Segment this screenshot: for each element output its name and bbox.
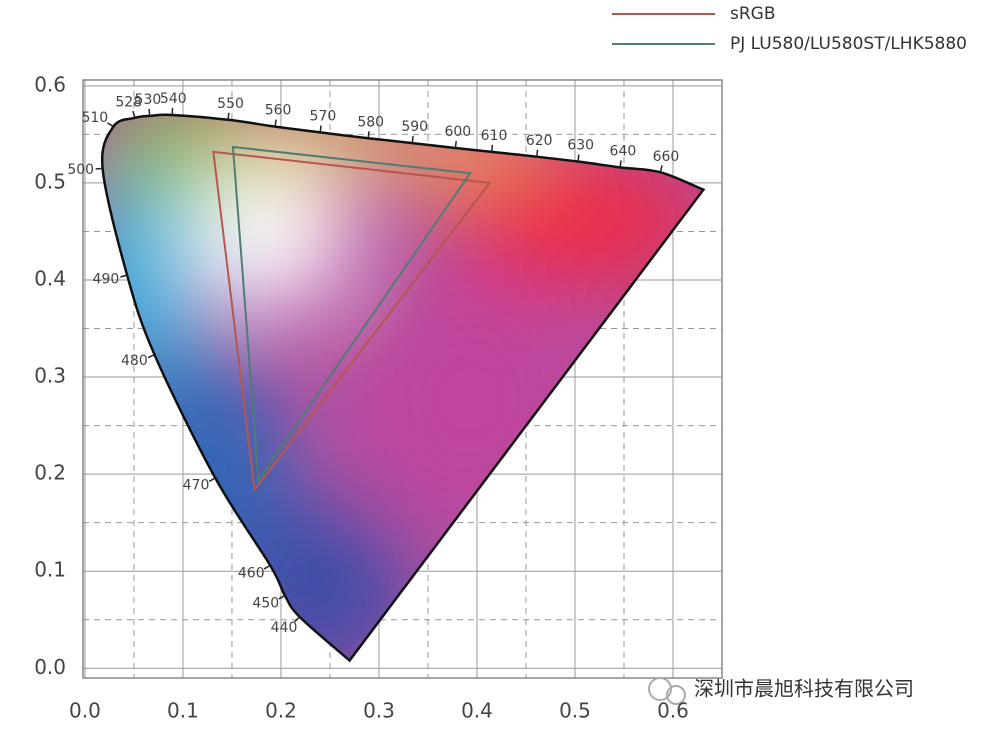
wavelength-label: 610 <box>481 128 508 144</box>
wavelength-label: 510 <box>81 110 108 126</box>
wavelength-tick <box>278 594 286 600</box>
gamut-triangle <box>212 150 492 493</box>
wavelength-label: 630 <box>567 138 594 154</box>
wavelength-tick <box>274 119 277 127</box>
x-tick-label: 0.5 <box>559 699 591 723</box>
gamut-triangle <box>231 145 472 483</box>
wavelength-tick <box>454 140 457 149</box>
wavelength-tick <box>619 160 622 168</box>
wavelength-label: 490 <box>93 271 120 287</box>
wavelength-tick <box>147 354 155 359</box>
wavelength-tick <box>577 154 580 162</box>
watermark-text: 深圳市晨旭科技有限公司 <box>694 677 914 701</box>
y-tick-label: 0.2 <box>34 461 66 485</box>
y-tick-label: 0.4 <box>34 266 66 290</box>
wavelength-tick <box>95 167 103 170</box>
x-tick-label: 0.6 <box>657 699 689 723</box>
wavelength-tick <box>120 274 128 278</box>
x-tick-label: 0.0 <box>69 699 101 723</box>
wavelength-label: 580 <box>357 114 384 130</box>
x-tick-label: 0.4 <box>461 699 493 723</box>
wavelength-label: 640 <box>610 144 637 160</box>
wavelength-tick <box>208 477 216 483</box>
watermark: 深圳市晨旭科技有限公司 <box>648 677 914 705</box>
y-tick-label: 0.6 <box>34 72 66 96</box>
wavelength-label: 450 <box>252 595 279 611</box>
wavelength-label: 530 <box>135 92 162 108</box>
gamut-fill <box>102 114 704 661</box>
wavelength-tick <box>490 144 494 152</box>
wavelength-label: 440 <box>271 620 298 636</box>
y-tick-label: 0.1 <box>34 558 66 582</box>
wavelength-label: 550 <box>217 96 244 112</box>
wavelength-label: 528 <box>115 95 142 111</box>
wavelength-label: 660 <box>653 149 680 165</box>
wavelength-label: 570 <box>310 109 337 125</box>
x-tick-label: 0.3 <box>363 699 395 723</box>
legend-label: PJ LU580/LU580ST/LHK5880 <box>730 34 967 54</box>
plot-frame <box>82 79 723 679</box>
wavelength-tick <box>319 125 322 133</box>
wavelength-tick <box>367 131 370 139</box>
wavelength-label: 460 <box>238 566 265 582</box>
wavelength-tick <box>294 616 301 623</box>
x-tick-label: 0.1 <box>167 699 199 723</box>
wavelength-tick <box>411 136 414 144</box>
wavelength-tick <box>132 110 136 119</box>
wavelength-label: 600 <box>444 124 471 140</box>
wavelength-label: 470 <box>183 478 210 494</box>
wavelength-label: 540 <box>160 91 187 107</box>
y-tick-label: 0.5 <box>34 169 66 193</box>
wavelength-tick <box>148 108 151 116</box>
wavelength-label: 620 <box>526 133 553 149</box>
wavelength-tick <box>263 564 271 570</box>
wavelength-tick <box>659 165 663 173</box>
wavelength-label: 560 <box>265 103 292 119</box>
wavelength-label: 500 <box>67 162 94 178</box>
legend-label: sRGB <box>730 4 776 24</box>
wavelength-tick <box>536 149 539 157</box>
wavelength-label: 590 <box>401 119 428 135</box>
y-tick-label: 0.0 <box>34 655 66 679</box>
wavelength-tick <box>227 112 230 120</box>
wavelength-tick <box>107 122 114 128</box>
wavelength-label: 480 <box>121 353 148 369</box>
y-tick-label: 0.3 <box>34 364 66 388</box>
x-tick-label: 0.2 <box>265 699 297 723</box>
